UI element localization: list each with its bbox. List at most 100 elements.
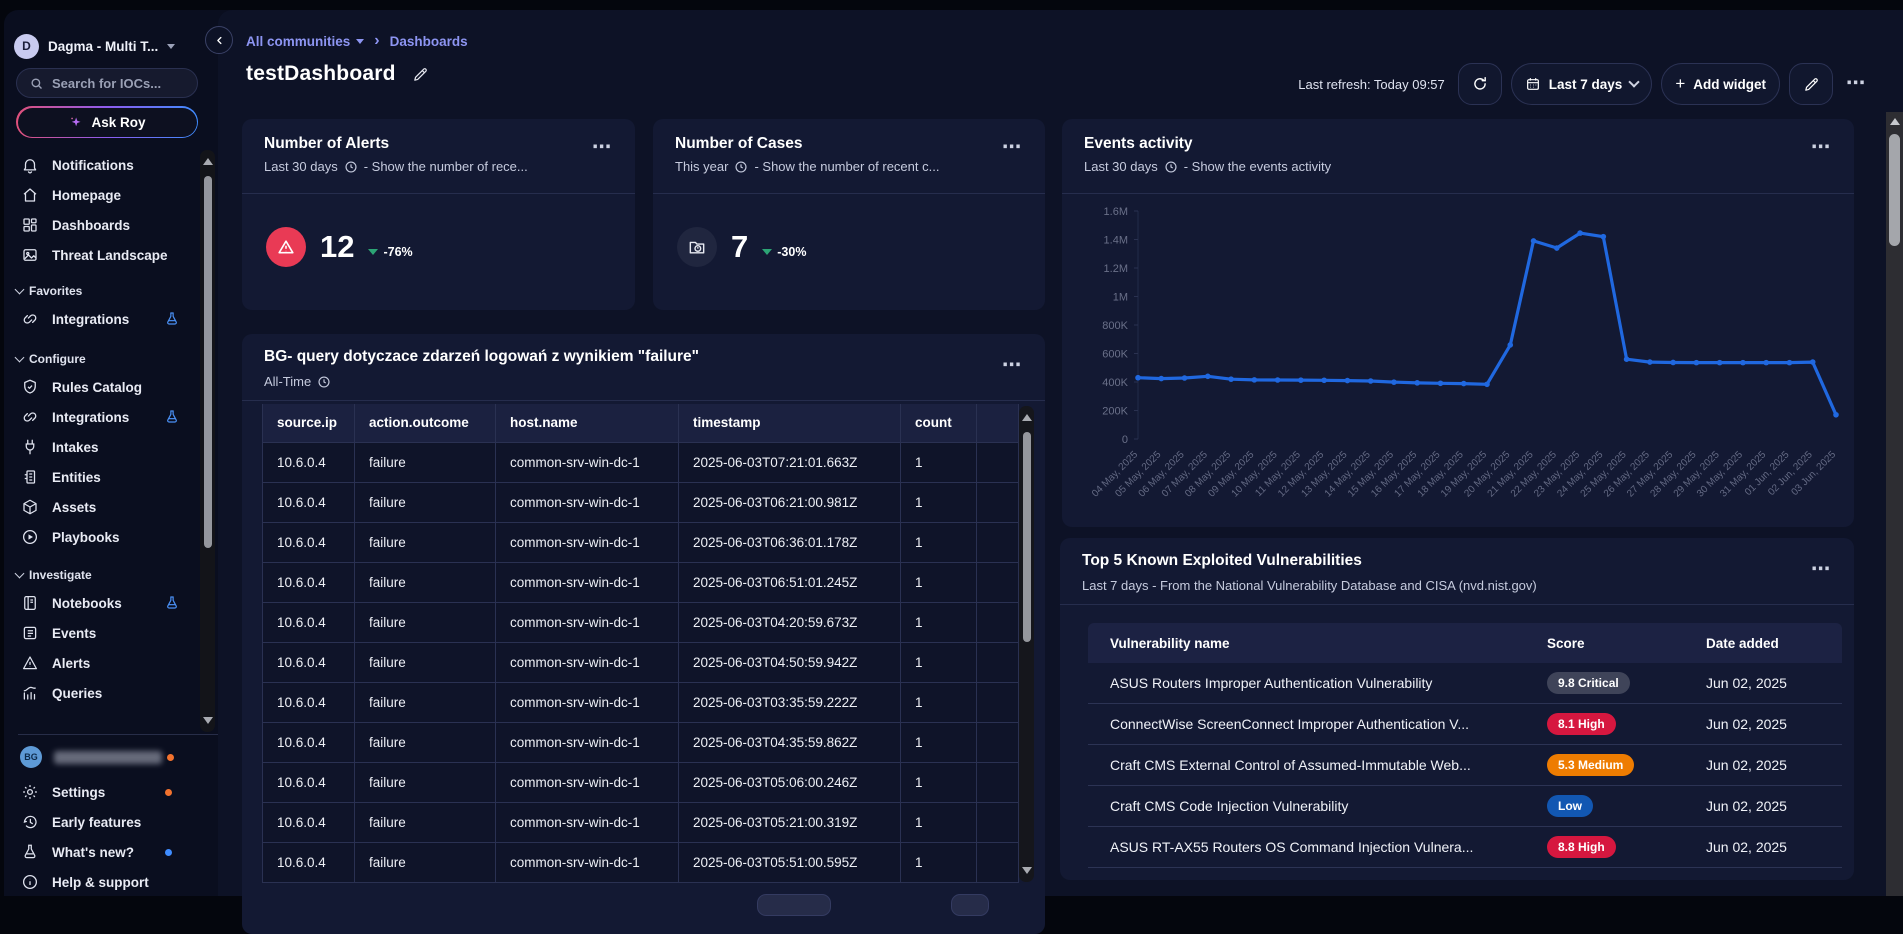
vulnerability-row[interactable]: Craft CMS Code Injection VulnerabilityLo… — [1088, 786, 1842, 827]
scroll-down-arrow[interactable] — [1022, 867, 1032, 874]
search-input[interactable]: Search for IOCs... — [16, 68, 198, 98]
cube-icon — [20, 497, 40, 517]
event-list-icon — [20, 623, 40, 643]
vulnerability-name: ASUS RT-AX55 Routers OS Command Injectio… — [1088, 839, 1547, 855]
sidebar-item-queries[interactable]: Queries — [4, 678, 200, 708]
breadcrumb-community-selector[interactable]: All communities — [246, 34, 364, 49]
sidebar-section-configure[interactable]: Configure — [4, 350, 200, 368]
table-cell: 10.6.0.4 — [263, 802, 355, 842]
table-scrollbar[interactable] — [1019, 406, 1034, 882]
score-badge: 5.3 Medium — [1547, 754, 1634, 776]
sidebar-section-investigate[interactable]: Investigate — [4, 566, 200, 584]
dashboard-more-menu[interactable]: ⋯ — [1846, 79, 1865, 89]
scroll-down-arrow[interactable] — [203, 717, 213, 724]
edit-dashboard-button[interactable] — [1789, 63, 1833, 105]
workspace-switcher[interactable]: D Dagma - Multi T... — [14, 30, 204, 62]
sidebar-collapse-button[interactable] — [205, 26, 233, 54]
vulnerability-row[interactable]: ASUS RT-AX55 Routers OS Command Injectio… — [1088, 827, 1842, 868]
table-cell — [977, 642, 1019, 682]
pagination-button[interactable] — [951, 894, 989, 916]
sidebar-item-events[interactable]: Events — [4, 618, 200, 648]
table-scrollbar-thumb[interactable] — [1023, 432, 1031, 642]
sidebar-item-notebooks[interactable]: Notebooks — [4, 588, 200, 618]
column-header — [977, 404, 1019, 442]
cases-count-value: 7 — [731, 229, 748, 265]
notification-dot — [167, 754, 174, 761]
scroll-up-arrow[interactable] — [1890, 118, 1900, 125]
breadcrumb-current-label: Dashboards — [390, 34, 468, 49]
vulnerability-row[interactable]: ASUS Routers Improper Authentication Vul… — [1088, 663, 1842, 704]
sidebar-item-label: Integrations — [52, 312, 129, 327]
main-content: All communities › Dashboards testDashboa… — [218, 10, 1903, 896]
clock-icon — [317, 375, 331, 389]
scroll-up-arrow[interactable] — [1022, 414, 1032, 421]
sidebar-item-notifications[interactable]: Notifications — [4, 150, 200, 180]
widget-events-activity: Events activity Last 30 days - Show the … — [1062, 119, 1854, 527]
calendar-icon — [1525, 76, 1541, 92]
ask-roy-button[interactable]: Ask Roy — [16, 106, 198, 138]
pencil-icon — [1803, 76, 1820, 93]
sidebar-item-alerts[interactable]: Alerts — [4, 648, 200, 678]
vulnerability-row[interactable]: Craft CMS External Control of Assumed-Im… — [1088, 745, 1842, 786]
dashboards-grid-icon — [20, 215, 40, 235]
user-name-blurred — [54, 751, 162, 764]
sidebar-scrollbar-thumb[interactable] — [204, 176, 212, 548]
table-cell — [977, 482, 1019, 522]
sidebar-item-label: Rules Catalog — [52, 380, 142, 395]
pagination-button[interactable] — [757, 894, 831, 916]
chevron-down-icon — [15, 353, 25, 363]
sidebar-item-dashboards[interactable]: Dashboards — [4, 210, 200, 240]
edit-title-pencil-icon[interactable] — [412, 66, 429, 83]
section-label: Favorites — [29, 284, 82, 298]
user-avatar: BG — [20, 746, 42, 768]
page-scrollbar-thumb[interactable] — [1889, 134, 1900, 246]
sidebar-item-threat-landscape[interactable]: Threat Landscape — [4, 240, 200, 270]
widget-menu[interactable]: ⋯ — [1002, 143, 1021, 153]
sidebar-scrollbar[interactable] — [200, 150, 215, 732]
refresh-button[interactable] — [1458, 63, 1502, 105]
breadcrumb-dashboards-link[interactable]: Dashboards — [390, 34, 468, 49]
sidebar-item-label: Help & support — [52, 875, 149, 890]
table-cell: failure — [355, 642, 496, 682]
widget-description: - Show the number of recent c... — [754, 159, 939, 174]
sidebar-section-favorites[interactable]: Favorites — [4, 282, 200, 300]
vulnerability-row[interactable]: ConnectWise ScreenConnect Improper Authe… — [1088, 704, 1842, 745]
sidebar-item-entities[interactable]: Entities — [4, 462, 200, 492]
sidebar-item-assets[interactable]: Assets — [4, 492, 200, 522]
sidebar-item-settings[interactable]: Settings — [4, 777, 200, 807]
table-cell — [977, 522, 1019, 562]
page-scrollbar[interactable] — [1886, 112, 1903, 896]
sidebar-item-early-features[interactable]: Early features — [4, 807, 200, 837]
sidebar-item-help-support[interactable]: Help & support — [4, 867, 200, 897]
widget-menu[interactable]: ⋯ — [1811, 143, 1830, 153]
widget-period: Last 30 days — [1084, 159, 1158, 174]
table-cell: 2025-06-03T05:21:00.319Z — [679, 802, 901, 842]
sidebar-item-whats-new[interactable]: What's new? — [4, 837, 200, 867]
table-cell — [977, 602, 1019, 642]
sidebar-item-rules-catalog[interactable]: Rules Catalog — [4, 372, 200, 402]
scroll-up-arrow[interactable] — [203, 158, 213, 165]
table-cell: failure — [355, 442, 496, 482]
widget-menu[interactable]: ⋯ — [1811, 562, 1830, 580]
table-cell: common-srv-win-dc-1 — [496, 722, 679, 762]
sidebar-item-homepage[interactable]: Homepage — [4, 180, 200, 210]
widget-menu[interactable]: ⋯ — [1002, 358, 1021, 376]
bg-query-row: 10.6.0.4failurecommon-srv-win-dc-12025-0… — [263, 682, 1019, 722]
sidebar-item-label: Playbooks — [52, 530, 120, 545]
add-widget-button[interactable]: + Add widget — [1661, 63, 1780, 105]
widget-period: Last 30 days — [264, 159, 338, 174]
time-range-selector[interactable]: Last 7 days — [1511, 63, 1653, 105]
cases-delta: -30% — [777, 245, 806, 259]
breadcrumb: All communities › Dashboards — [246, 32, 468, 50]
widget-menu[interactable]: ⋯ — [592, 143, 611, 153]
column-header: host.name — [496, 404, 679, 442]
sidebar-item-intakes[interactable]: Intakes — [4, 432, 200, 462]
divider — [242, 193, 635, 194]
bg-query-row: 10.6.0.4failurecommon-srv-win-dc-12025-0… — [263, 602, 1019, 642]
sidebar-item-label: Notifications — [52, 158, 134, 173]
sidebar-item-playbooks[interactable]: Playbooks — [4, 522, 200, 552]
sidebar-item-integrations[interactable]: Integrations — [4, 402, 200, 432]
table-cell — [977, 682, 1019, 722]
sidebar-user-account[interactable]: BG — [4, 742, 200, 772]
sidebar-item-integrations-favorite[interactable]: Integrations — [4, 304, 200, 334]
